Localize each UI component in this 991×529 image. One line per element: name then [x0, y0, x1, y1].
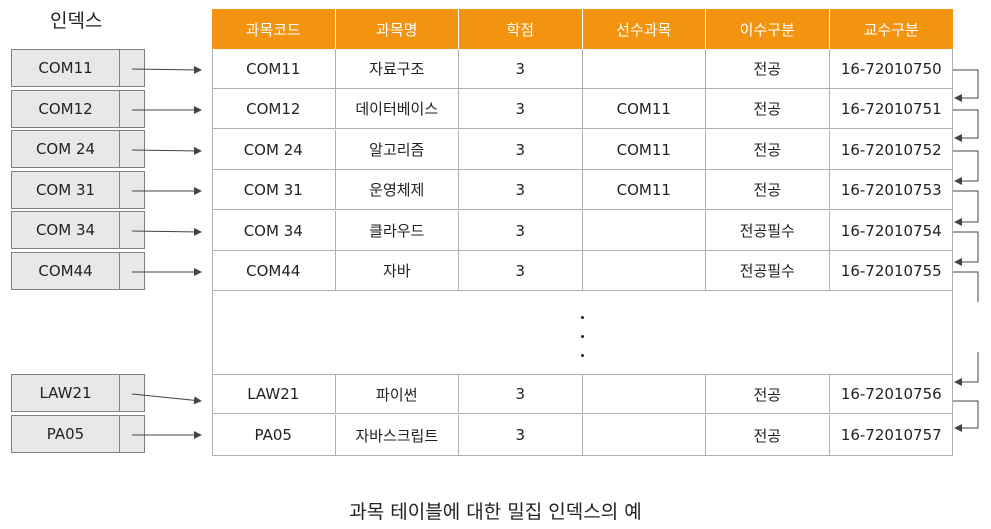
table-cell: 16-72010755 [840, 261, 942, 280]
index-entry: COM 34 [11, 211, 145, 249]
table-cell: 16-72010757 [840, 426, 942, 444]
column-header: 과목명 [336, 9, 459, 49]
index-entry: LAW21 [11, 374, 145, 412]
table-row: COM 34 클라우드 3 전공필수 16-72010754 [212, 211, 953, 251]
index-entry: COM11 [11, 49, 145, 87]
table-cell: COM11 [583, 130, 706, 169]
table-cell: 데이터베이스 [336, 89, 459, 128]
index-key: COM 31 [12, 172, 120, 208]
index-entry: COM44 [11, 252, 145, 290]
table-cell: 전공 [706, 170, 830, 209]
table-cell: LAW21 [212, 375, 336, 413]
table-cell [583, 415, 706, 455]
table-cell: 3 [459, 415, 583, 455]
chain-link-arrow [953, 150, 979, 185]
index-key: COM 34 [12, 212, 120, 248]
chain-link-arrow [953, 271, 979, 302]
table-cell: 운영체제 [336, 170, 459, 209]
table-cell: 3 [459, 89, 583, 128]
table-cell: COM 24 [212, 130, 336, 169]
table-cell: 전공 [706, 130, 830, 169]
table-cell: 3 [459, 251, 583, 290]
chain-link-arrow [953, 190, 979, 226]
index-entry: COM12 [11, 90, 145, 128]
table-cell [583, 251, 706, 290]
column-header: 학점 [459, 9, 583, 49]
table-row: COM11 자료구조 3 전공 16-72010750 [212, 49, 953, 89]
table-row: COM 31 운영체제 3 COM11 전공 16-72010753 [212, 170, 953, 210]
index-key: COM12 [12, 91, 120, 127]
table-row: COM12 데이터베이스 3 COM11 전공 16-72010751 [212, 89, 953, 129]
table-cell: COM11 [583, 89, 706, 128]
table-cell: 클라우드 [336, 211, 459, 250]
chain-link-arrow [953, 109, 979, 142]
table-cell: COM11 [583, 170, 706, 209]
table-cell: 3 [459, 211, 583, 250]
table-cell: 자바 [336, 251, 459, 290]
index-entry: PA05 [11, 415, 145, 453]
table-cell: 16-72010752 [840, 140, 942, 159]
table-cell: 전공 [706, 89, 830, 128]
chain-link-arrow [953, 69, 979, 102]
column-header: 선수과목 [583, 9, 706, 49]
table-row: COM44 자바 3 전공필수 16-72010755 [212, 251, 953, 291]
table-cell [583, 49, 706, 88]
chain-link-arrow [954, 352, 979, 386]
table-cell: 전공필수 [706, 251, 830, 290]
table-cell: COM 34 [212, 211, 336, 250]
column-header: 이수구분 [706, 9, 830, 49]
index-pointer-arrow [131, 393, 202, 405]
index-key: PA05 [12, 416, 120, 452]
table-cell: 3 [459, 49, 583, 88]
column-header: 과목코드 [212, 9, 336, 49]
index-entry: COM 31 [11, 171, 145, 209]
ellipsis-dot [581, 335, 584, 338]
ellipsis-dot [581, 354, 584, 357]
table-cell: 전공 [706, 375, 830, 413]
index-key: COM44 [12, 253, 120, 289]
table-cell: COM44 [212, 251, 336, 290]
table-cell: 전공 [706, 415, 830, 455]
index-entry: COM 24 [11, 130, 145, 168]
table-cell: PA05 [212, 415, 336, 455]
index-key: COM 24 [12, 131, 120, 167]
table-cell [583, 211, 706, 250]
table-cell: 3 [459, 375, 583, 413]
table-cell: 3 [459, 170, 583, 209]
table-cell: 전공필수 [706, 211, 830, 250]
table-row: LAW21 파이썬 3 전공 16-72010756 [212, 374, 953, 414]
table-cell: COM11 [212, 49, 336, 88]
table-row: COM 24 알고리즘 3 COM11 전공 16-72010752 [212, 130, 953, 170]
table-cell: 전공 [706, 49, 830, 88]
index-pointer-arrow [131, 146, 202, 155]
table-cell [583, 375, 706, 413]
index-key: LAW21 [12, 375, 120, 411]
index-title: 인덱스 [50, 10, 103, 32]
column-header: 교수구분 [863, 20, 919, 39]
table-cell: 자료구조 [336, 49, 459, 88]
table-cell: COM12 [212, 89, 336, 128]
table-cell: 3 [459, 130, 583, 169]
table-cell: 자바스크립트 [336, 415, 459, 455]
chain-link-arrow [953, 231, 979, 266]
index-key: COM11 [12, 50, 120, 86]
table-cell: 16-72010754 [840, 221, 942, 240]
table-cell: COM 31 [212, 170, 336, 209]
chain-link-arrow [953, 400, 979, 432]
table-cell: 16-72010756 [840, 385, 942, 403]
figure-caption: 과목 테이블에 대한 밀집 인덱스의 예 [349, 501, 642, 523]
table-header: 과목코드 과목명 학점 선수과목 이수구분 교수구분 [212, 9, 953, 49]
table-cell: 16-72010753 [840, 180, 942, 199]
index-pointer-arrow [131, 65, 202, 74]
table-cell: 16-72010750 [840, 59, 942, 78]
table-row: PA05 자바스크립트 3 전공 16-72010757 [212, 415, 953, 455]
table-cell: 파이썬 [336, 375, 459, 413]
ellipsis-dot [581, 316, 584, 319]
table-cell: 알고리즘 [336, 130, 459, 169]
index-pointer-arrow [131, 227, 202, 236]
table-cell: 16-72010751 [840, 99, 942, 118]
